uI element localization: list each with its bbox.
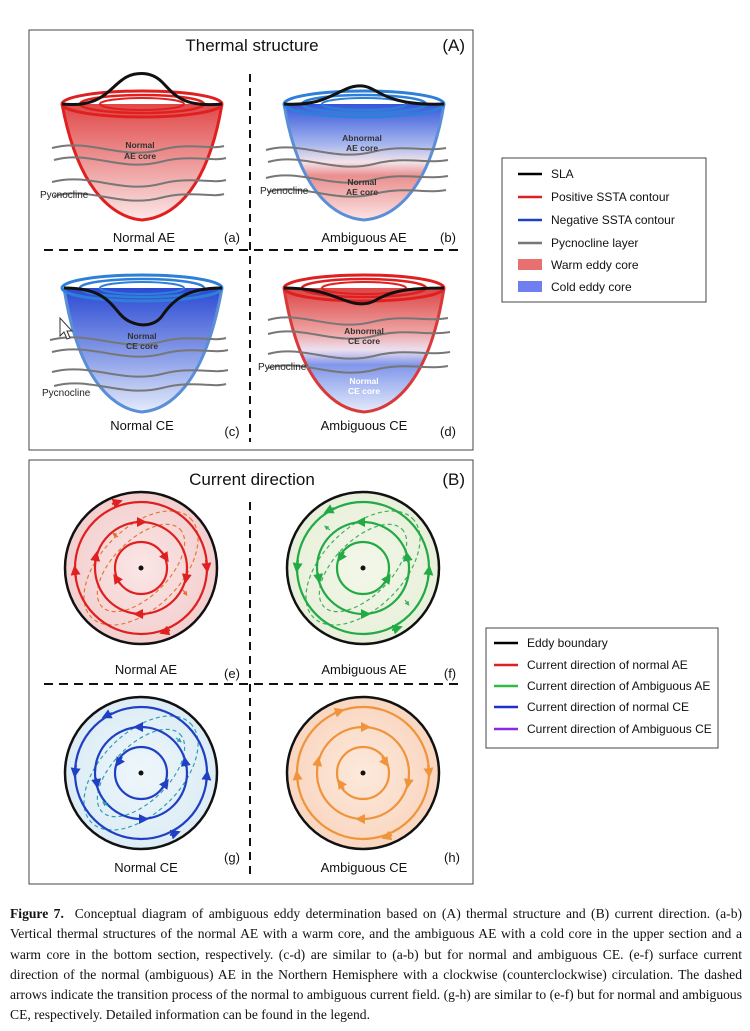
figure-diagram: Thermal structure (A) Normal AE core Pyc… [28, 29, 719, 885]
legend-warm-core-label: Warm eddy core [551, 258, 639, 272]
legend-b-frame [485, 627, 719, 749]
cone-ambiguous-ae [265, 84, 449, 222]
core-label-c-2: CE core [126, 341, 158, 351]
core-label-d-3: Normal [349, 376, 378, 386]
cell-a-letter: (a) [224, 230, 240, 245]
cell-e-label: Normal AE [115, 662, 177, 677]
cell-f-label: Ambiguous AE [321, 662, 407, 677]
cell-g-letter: (g) [224, 850, 240, 865]
core-label-a-1: Normal [125, 140, 154, 150]
core-label-d-2: CE core [348, 336, 380, 346]
panel-b-tag: (B) [442, 470, 465, 489]
cone-ambiguous-ce [267, 273, 451, 414]
panel-a-frame [28, 29, 474, 451]
legend-cold-core-label: Cold eddy core [551, 280, 632, 294]
panel-a-title: Thermal structure [185, 36, 318, 55]
eddy-ambiguous-ce [285, 695, 441, 851]
cell-e-letter: (e) [224, 666, 240, 681]
pycnocline-label-c: Pycnocline [42, 388, 91, 399]
cone-normal-ae [51, 72, 227, 222]
core-label-d-4: CE core [348, 386, 380, 396]
panel-b-title: Current direction [189, 470, 315, 489]
legend-positive-ssta-label: Positive SSTA contour [551, 190, 670, 204]
legend-warm-core-swatch [518, 259, 542, 270]
legend-a: SLA Positive SSTA contour Negative SSTA … [518, 167, 675, 294]
legend-ambiguous-ae-label: Current direction of Ambiguous AE [527, 679, 710, 693]
cell-c-letter: (c) [224, 424, 239, 439]
legend-pycnocline-label: Pycnocline layer [551, 236, 638, 250]
cell-d-letter: (d) [440, 424, 456, 439]
cell-a-label: Normal AE [113, 230, 175, 245]
eddy-ambiguous-ae [285, 490, 441, 646]
core-label-b-4: AE core [346, 187, 378, 197]
cell-h-label: Ambiguous CE [321, 860, 408, 875]
core-label-b-3: Normal [347, 177, 376, 187]
cell-h-letter: (h) [444, 850, 460, 865]
core-label-d-1: Abnormal [344, 326, 384, 336]
panel-b-frame [28, 459, 474, 885]
eddy-normal-ae [63, 490, 219, 646]
cell-g-label: Normal CE [114, 860, 178, 875]
core-label-c-1: Normal [127, 331, 156, 341]
eddy-normal-ce [63, 695, 219, 851]
core-label-b-1: Abnormal [342, 133, 382, 143]
caption-label: Figure 7. [10, 906, 64, 921]
legend-cold-core-swatch [518, 281, 542, 292]
legend-b: Eddy boundary Current direction of norma… [494, 636, 712, 736]
core-label-a-2: AE core [124, 151, 156, 161]
caption-text: Conceptual diagram of ambiguous eddy det… [10, 906, 743, 1023]
legend-normal-ce-label: Current direction of normal CE [527, 700, 689, 714]
pycnocline-label-a: Pycnocline [40, 190, 89, 201]
legend-ambiguous-ce-label: Current direction of Ambiguous CE [527, 722, 712, 736]
cell-c-label: Normal CE [110, 418, 174, 433]
legend-a-frame [501, 157, 707, 303]
pycnocline-label-d: Pycnocline [258, 362, 307, 373]
cell-b-label: Ambiguous AE [321, 230, 407, 245]
legend-eddy-boundary-label: Eddy boundary [527, 636, 608, 650]
pycnocline-label-b: Pycnocline [260, 186, 309, 197]
cell-b-letter: (b) [440, 230, 456, 245]
legend-normal-ae-label: Current direction of normal AE [527, 658, 688, 672]
panel-a-tag: (A) [442, 36, 465, 55]
legend-negative-ssta-label: Negative SSTA contour [551, 213, 675, 227]
cone-normal-ce [49, 273, 229, 414]
mouse-cursor-icon [59, 316, 74, 340]
cell-d-label: Ambiguous CE [321, 418, 408, 433]
legend-sla-label: SLA [551, 167, 574, 181]
cell-f-letter: (f) [444, 666, 456, 681]
core-label-b-2: AE core [346, 143, 378, 153]
figure-caption: Figure 7. Conceptual diagram of ambiguou… [10, 904, 742, 1026]
